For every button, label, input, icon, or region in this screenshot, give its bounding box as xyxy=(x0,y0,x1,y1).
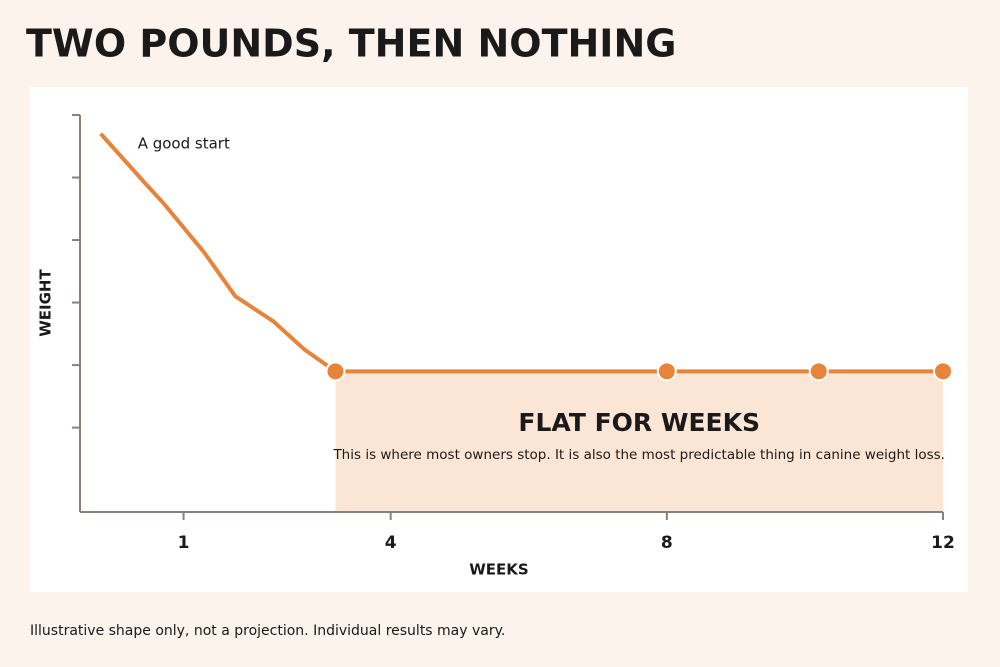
chart-title: TWO POUNDS, THEN NOTHING xyxy=(26,22,676,66)
plateau-band xyxy=(335,371,943,512)
x-tick-label: 8 xyxy=(661,533,673,553)
point xyxy=(808,361,829,382)
point xyxy=(325,361,346,382)
x-tick-label: 4 xyxy=(385,533,397,553)
point xyxy=(933,361,953,382)
y-axis-label: WEIGHT xyxy=(37,269,55,337)
x-tick-label: 1 xyxy=(178,533,190,553)
annotation-heading: FLAT FOR WEEKS xyxy=(518,408,760,437)
annotation-body: This is where most owners stop. It is al… xyxy=(332,447,945,463)
annotation: A good start xyxy=(138,134,230,152)
x-axis-label: WEEKS xyxy=(469,561,528,579)
footnote: Illustrative shape only, not a projectio… xyxy=(30,623,505,639)
point xyxy=(656,361,677,382)
line xyxy=(99,132,943,374)
chart-panel xyxy=(30,87,968,592)
x-tick-label: 12 xyxy=(931,533,955,553)
